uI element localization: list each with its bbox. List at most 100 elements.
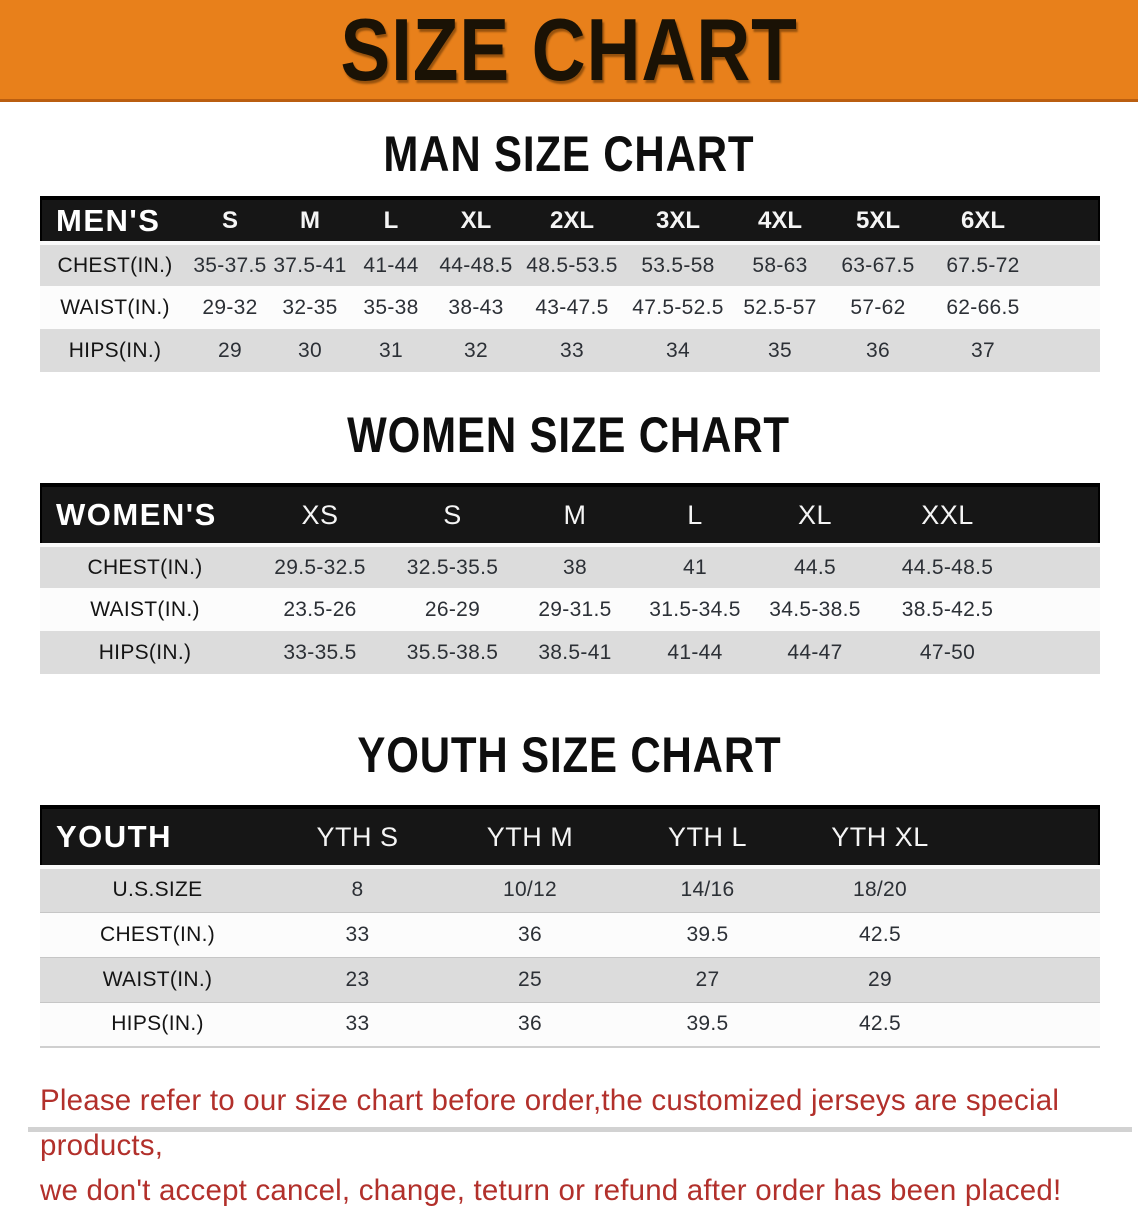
women-section-heading-text: WOMEN SIZE CHART [347, 407, 791, 463]
size-value: 37 [971, 338, 995, 362]
size-value: 43-47.5 [535, 295, 609, 319]
size-value: 29 [868, 967, 892, 991]
size-value: 48.5-53.5 [526, 253, 618, 277]
measure-row: WAIST(IN.) 29-32 32-35 35-38 38-43 43-47.5 47.… [40, 286, 1100, 329]
size-value: 8 [351, 878, 364, 902]
size-value: 52.5-57 [743, 295, 817, 319]
row-label: WAIST(IN.) [102, 967, 213, 991]
size-value: 31 [379, 338, 403, 362]
measure-row: HIPS(IN.) 33-35.5 35.5-38.5 38.5-41 41-44 44-… [40, 631, 1100, 674]
size-value: 14/16 [680, 878, 735, 902]
size-value: 36 [518, 1012, 542, 1036]
filler-cell [965, 807, 1100, 867]
row-label: HIPS(IN.) [111, 1012, 204, 1036]
size-value: 31.5-34.5 [649, 597, 741, 621]
filler-cell [1020, 545, 1100, 588]
size-value: 53.5-58 [641, 253, 715, 277]
measure-row: WAIST(IN.) 23.5-26 26-29 29-31.5 31.5-34.5 34… [40, 588, 1100, 631]
size-value: 34 [666, 338, 690, 362]
youth-size-table: YOUTH YTH S YTH M YTH L YTH XL U.S.SIZE 8 10/12… [40, 805, 1100, 1048]
row-label: WAIST(IN.) [60, 295, 170, 319]
size-col-header: 6XL [960, 206, 1005, 234]
size-col-header: L [383, 206, 399, 234]
size-value: 44-48.5 [439, 253, 513, 277]
size-col-header: XL [460, 206, 492, 234]
size-value: 38-43 [448, 295, 504, 319]
size-col-header: 3XL [655, 206, 700, 234]
measure-row: WAIST(IN.) 23 25 27 29 [40, 957, 1100, 1002]
row-label: U.S.SIZE [112, 878, 203, 902]
size-value: 29.5-32.5 [274, 555, 366, 579]
group-label: WOMEN'S [56, 497, 217, 532]
size-value: 35 [768, 338, 792, 362]
size-value: 33 [345, 1012, 370, 1036]
measure-row: HIPS(IN.) 29 30 31 32 33 34 35 36 37 [40, 329, 1100, 372]
size-col-header: YTH M [486, 821, 574, 852]
size-col-header: YTH XL [831, 821, 929, 852]
row-label: WAIST(IN.) [90, 597, 200, 621]
size-value: 33-35.5 [283, 640, 357, 664]
size-value: 44.5 [793, 555, 837, 579]
size-chart-banner: SIZE CHART [0, 0, 1138, 102]
size-value: 63-67.5 [841, 253, 915, 277]
group-label: YOUTH [56, 819, 172, 854]
disclaimer-text: Please refer to our size chart before or… [40, 1078, 1108, 1213]
men-section-heading-text: MAN SIZE CHART [383, 126, 755, 182]
size-value: 23.5-26 [283, 597, 357, 621]
size-value: 39.5 [686, 1012, 729, 1036]
size-value: 29 [218, 338, 242, 362]
measure-row: HIPS(IN.) 33 36 39.5 42.5 [40, 1002, 1100, 1047]
youth-section-heading: YOUTH SIZE CHART [0, 730, 1138, 780]
size-header-row: MEN'S S M L XL 2XL 3XL 4XL 5XL 6XL [40, 198, 1100, 243]
size-value: 39.5 [686, 922, 729, 946]
size-col-header: M [300, 206, 320, 234]
size-value: 58-63 [752, 253, 808, 277]
size-value: 32 [464, 338, 488, 362]
size-value: 38.5-42.5 [901, 597, 994, 621]
size-value: 36 [518, 922, 542, 946]
size-value: 42.5 [858, 922, 902, 946]
size-value: 44-47 [787, 640, 843, 664]
group-label: MEN'S [56, 202, 161, 238]
row-label: CHEST(IN.) [100, 922, 215, 946]
men-section-heading: MAN SIZE CHART [0, 129, 1138, 179]
size-value: 29-31.5 [538, 597, 612, 621]
size-value: 57-62 [850, 295, 906, 319]
size-header-row: WOMEN'S XS S M L XL XXL [40, 485, 1100, 545]
size-value: 34.5-38.5 [769, 597, 861, 621]
size-value: 33 [345, 922, 370, 946]
size-col-header: M [563, 499, 587, 530]
row-label: CHEST(IN.) [57, 253, 173, 277]
size-col-header: YTH S [316, 821, 399, 852]
size-value: 23 [345, 967, 370, 991]
women-section-heading: WOMEN SIZE CHART [0, 410, 1138, 460]
disclaimer-line-2: we don't accept cancel, change, teturn o… [40, 1174, 1062, 1208]
size-value: 35-37.5 [193, 253, 267, 277]
size-value: 38 [563, 555, 587, 579]
size-col-header: S [443, 499, 462, 530]
women-size-table: WOMEN'S XS S M L XL XXL CHEST(IN.) 29.5-32.5 32.5… [40, 483, 1100, 674]
size-value: 10/12 [502, 878, 558, 902]
size-value: 44.5-48.5 [901, 555, 994, 579]
measure-row: CHEST(IN.) 29.5-32.5 32.5-35.5 38 41 44.5 44.5… [40, 545, 1100, 588]
measure-row: U.S.SIZE 8 10/12 14/16 18/20 [40, 867, 1100, 912]
size-value: 47.5-52.5 [632, 295, 724, 319]
size-col-header: XS [301, 499, 339, 530]
row-label: HIPS(IN.) [68, 338, 162, 362]
filler-cell [1020, 485, 1100, 545]
size-value: 42.5 [858, 1012, 902, 1036]
size-col-header: S [221, 206, 238, 234]
men-size-table: MEN'S S M L XL 2XL 3XL 4XL 5XL 6XL CHEST(IN.) 35-37… [40, 196, 1100, 372]
filler-cell [965, 912, 1100, 957]
size-value: 35-38 [363, 295, 419, 319]
youth-section-heading-text: YOUTH SIZE CHART [356, 727, 782, 783]
banner-title: SIZE CHART [340, 0, 798, 99]
size-col-header: 2XL [549, 206, 594, 234]
size-value: 18/20 [852, 878, 908, 902]
size-col-header: YTH L [667, 821, 748, 852]
size-value: 37.5-41 [273, 253, 347, 277]
filler-cell [965, 867, 1100, 912]
size-value: 35.5-38.5 [406, 640, 499, 664]
size-col-header: 4XL [757, 206, 802, 234]
size-value: 67.5-72 [946, 253, 1020, 277]
